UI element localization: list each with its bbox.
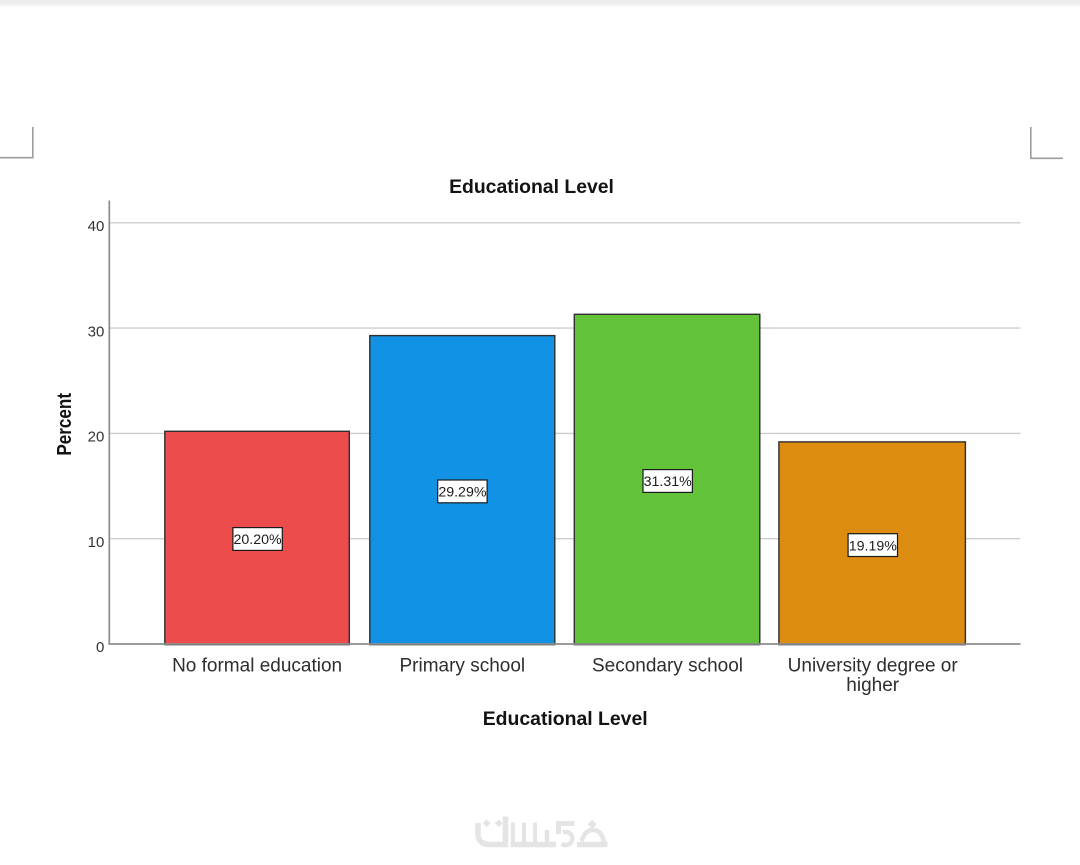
svg-text:University degree or: University degree or: [788, 656, 959, 677]
svg-text:No formal education: No formal education: [172, 656, 342, 677]
svg-text:10: 10: [88, 534, 105, 551]
svg-text:Educational Level: Educational Level: [483, 708, 648, 730]
svg-text:0: 0: [96, 639, 104, 656]
svg-text:40: 40: [88, 218, 105, 235]
svg-text:20.20%: 20.20%: [234, 532, 283, 548]
svg-text:Primary school: Primary school: [399, 656, 525, 677]
svg-text:29.29%: 29.29%: [438, 485, 487, 501]
svg-text:19.19%: 19.19%: [849, 538, 898, 554]
svg-text:30: 30: [88, 323, 105, 340]
svg-text:Percent: Percent: [53, 393, 76, 456]
svg-text:Educational Level: Educational Level: [449, 176, 614, 198]
svg-text:higher: higher: [846, 675, 899, 696]
svg-text:Secondary school: Secondary school: [592, 656, 743, 677]
svg-text:20: 20: [88, 429, 105, 446]
svg-text:31.31%: 31.31%: [644, 474, 693, 490]
